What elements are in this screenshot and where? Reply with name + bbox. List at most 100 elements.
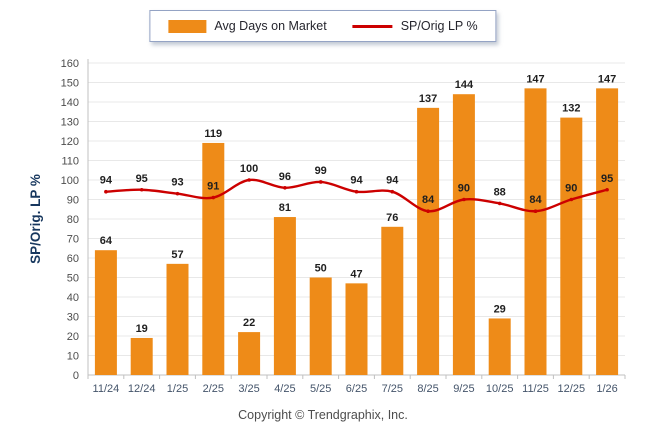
line-marker <box>497 201 502 206</box>
bar-value-label: 22 <box>243 317 255 329</box>
bar <box>381 226 404 375</box>
legend-item-bar: Avg Days on Market <box>168 19 327 33</box>
bar <box>130 337 153 375</box>
line-marker <box>569 197 574 202</box>
bar-swatch-icon <box>168 19 207 33</box>
line-value-label: 84 <box>529 194 542 206</box>
y-tick-label: 140 <box>61 97 79 109</box>
combo-chart-plot: 0 10 20 30 40 50 60 70 80 90 100 110 120 130 140 150 160… <box>28 58 626 395</box>
x-tick-label: 5/25 <box>310 383 331 395</box>
copyright-text: Copyright © Trendgraphix, Inc. <box>238 408 408 422</box>
x-tick-label: 10/25 <box>486 383 514 395</box>
bar <box>166 263 189 375</box>
line-marker <box>533 209 538 213</box>
line-value-label: 94 <box>350 175 363 187</box>
line-marker <box>139 187 144 192</box>
x-tick-label: 2/25 <box>203 383 224 395</box>
bar <box>488 318 511 375</box>
y-tick-label: 100 <box>61 175 79 187</box>
x-tick-label: 3/25 <box>238 383 259 395</box>
line-value-label: 95 <box>601 173 613 185</box>
line-marker <box>605 187 609 192</box>
bar-value-label: 137 <box>419 93 437 105</box>
line-marker <box>283 186 287 190</box>
x-tick-label: 11/25 <box>522 383 549 395</box>
line-value-label: 90 <box>458 183 470 195</box>
y-tick-label: 40 <box>67 292 79 304</box>
legend-bar-label: Avg Days on Market <box>214 19 327 33</box>
x-tick-label: 4/25 <box>274 383 295 395</box>
line-marker <box>390 189 395 194</box>
line-marker <box>318 180 323 184</box>
y-tick-label: 20 <box>67 331 79 343</box>
bar <box>560 117 583 375</box>
line-marker <box>462 197 466 202</box>
y-tick-label: 110 <box>61 156 79 168</box>
line-value-label: 100 <box>240 163 258 175</box>
line-value-label: 96 <box>279 171 291 183</box>
bar-value-label: 29 <box>494 303 506 315</box>
x-tick-label: 9/25 <box>453 383 474 395</box>
x-tick-label: 12/25 <box>558 383 586 395</box>
bar-value-label: 57 <box>171 249 183 261</box>
bar <box>596 88 619 375</box>
bar-value-label: 132 <box>562 103 580 115</box>
line-marker <box>354 189 359 194</box>
bar <box>309 277 332 375</box>
y-tick-label: 90 <box>67 195 79 207</box>
y-tick-label: 160 <box>61 58 79 70</box>
line-value-label: 95 <box>136 173 148 185</box>
bar-value-label: 81 <box>279 202 291 214</box>
line-value-label: 94 <box>386 175 399 187</box>
x-tick-label: 8/25 <box>417 383 438 395</box>
legend-item-line: SP/Orig LP % <box>352 19 478 33</box>
line-marker <box>104 189 108 194</box>
line-value-label: 91 <box>207 181 219 193</box>
y-tick-label: 10 <box>67 351 79 363</box>
bar-value-label: 76 <box>386 212 398 224</box>
bar <box>417 107 440 375</box>
line-swatch-icon <box>352 24 393 28</box>
bar <box>524 88 547 375</box>
bar-value-label: 147 <box>598 73 616 85</box>
x-tick-label: 7/25 <box>382 383 403 395</box>
y-tick-label: 0 <box>73 370 79 382</box>
y-tick-label: 120 <box>61 136 79 148</box>
bar <box>238 332 261 375</box>
line-value-label: 88 <box>494 186 506 198</box>
y-tick-label: 130 <box>61 117 79 129</box>
bar <box>94 250 117 375</box>
y-tick-label: 70 <box>67 234 79 246</box>
line-marker <box>175 191 180 196</box>
y-tick-label: 30 <box>67 312 79 324</box>
x-tick-label: 1/26 <box>596 383 617 395</box>
x-tick-label: 11/24 <box>93 383 120 395</box>
line-marker <box>426 209 430 213</box>
legend-line-label: SP/Orig LP % <box>400 19 478 33</box>
chart-legend: Avg Days on Market SP/Orig LP % <box>149 10 497 42</box>
bar <box>452 94 475 375</box>
bar-value-label: 144 <box>455 79 474 91</box>
bar-value-label: 47 <box>350 268 362 280</box>
bar-value-label: 50 <box>315 263 327 275</box>
y-tick-label: 150 <box>61 78 79 90</box>
bar-value-label: 119 <box>204 128 222 140</box>
x-tick-label: 1/25 <box>167 383 188 395</box>
y-tick-label: 60 <box>67 253 79 265</box>
y-tick-label: 80 <box>67 214 79 226</box>
bar <box>345 283 368 375</box>
bar <box>273 217 296 375</box>
bar-value-label: 19 <box>136 323 148 335</box>
bar-value-label: 147 <box>526 73 544 85</box>
line-marker <box>247 178 251 182</box>
bar <box>202 142 225 375</box>
line-value-label: 94 <box>100 175 113 187</box>
y-tick-label: 50 <box>67 273 79 285</box>
line-value-label: 90 <box>565 183 577 195</box>
x-tick-label: 12/24 <box>128 383 156 395</box>
line-value-label: 84 <box>422 194 435 206</box>
line-value-label: 99 <box>315 165 327 177</box>
line-value-label: 93 <box>171 177 183 189</box>
bar-value-label: 64 <box>100 235 113 247</box>
